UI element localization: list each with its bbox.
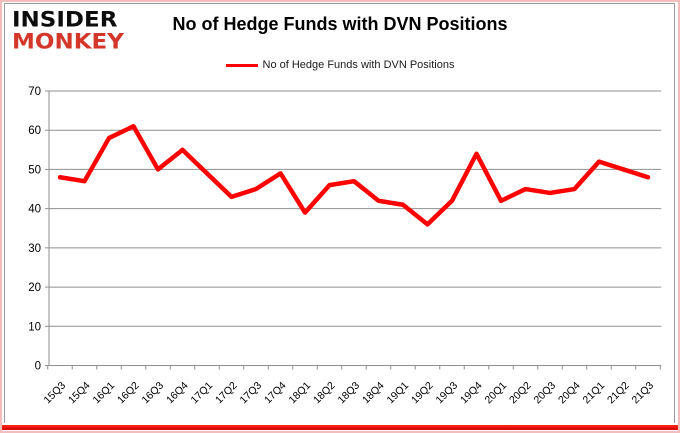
legend-label: No of Hedge Funds with DVN Positions (262, 59, 455, 71)
x-tick-label: 15Q3 (41, 380, 68, 407)
x-tick-label: 19Q3 (433, 380, 460, 407)
x-tick-label: 16Q1 (90, 380, 117, 407)
legend: No of Hedge Funds with DVN Positions (2, 59, 678, 71)
x-tick-label: 17Q2 (213, 380, 240, 407)
y-tick-label: 50 (28, 164, 41, 176)
x-tick-label: 16Q4 (164, 380, 191, 407)
x-tick-label: 16Q2 (115, 380, 142, 407)
x-tick-label: 18Q3 (335, 380, 362, 407)
insider-monkey-logo: INSIDER MONKEY (12, 10, 124, 54)
y-tick-label: 10 (28, 321, 41, 333)
y-tick-label: 40 (28, 204, 41, 216)
logo-text-monkey: MONKEY (12, 29, 124, 54)
chart-title: No of Hedge Funds with DVN Positions (172, 14, 508, 34)
x-tick-label: 17Q1 (188, 380, 215, 407)
x-tick-label: 21Q3 (629, 380, 656, 407)
x-tick-label: 18Q1 (286, 380, 313, 407)
y-tick-label: 70 (28, 86, 41, 98)
x-tick-label: 20Q4 (556, 380, 583, 407)
x-tick-label: 16Q3 (139, 380, 166, 407)
x-tick-label: 19Q2 (409, 380, 436, 407)
legend-line-icon (225, 63, 258, 67)
x-tick-label: 18Q4 (360, 380, 387, 407)
data-line-hedge-funds (57, 124, 651, 227)
x-tick-label: 20Q1 (482, 380, 509, 407)
x-tick-label: 19Q1 (384, 380, 411, 407)
x-tick-label: 20Q3 (531, 380, 558, 407)
y-tick-label: 60 (28, 125, 41, 137)
red-bottom-bar (2, 425, 678, 430)
x-tick-label: 17Q4 (262, 380, 289, 407)
x-tick-label: 21Q2 (605, 380, 632, 407)
x-tick-label: 18Q2 (311, 380, 338, 407)
x-tick-label: 17Q3 (237, 380, 264, 407)
logo-text-insider: INSIDER (12, 8, 118, 33)
y-tick-label: 0 (35, 361, 41, 373)
x-tick-label: 21Q1 (580, 380, 607, 407)
x-tick-label: 15Q4 (66, 380, 93, 407)
x-tick-label: 19Q4 (458, 380, 485, 407)
x-tick-label: 20Q2 (507, 380, 534, 407)
y-tick-label: 30 (28, 243, 41, 255)
y-tick-label: 20 (28, 282, 41, 294)
